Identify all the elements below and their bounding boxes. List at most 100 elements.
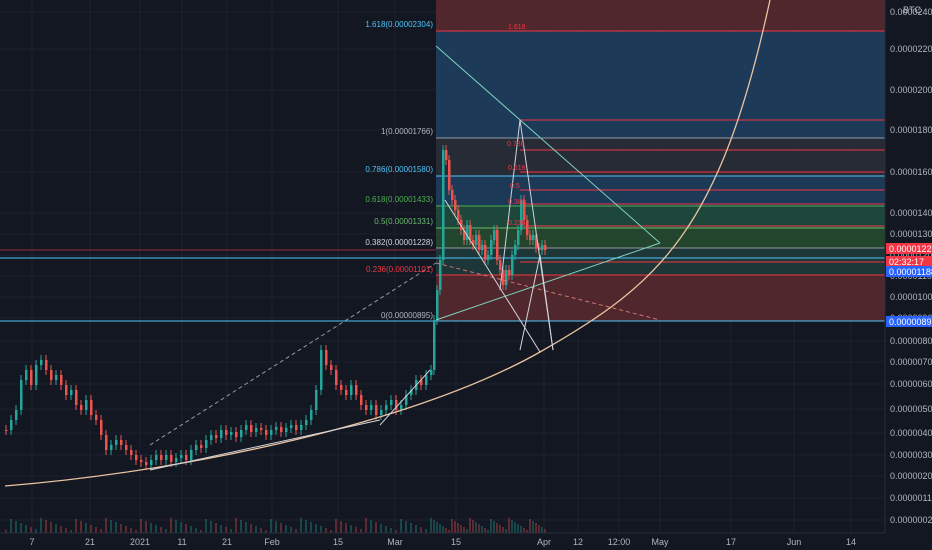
volume-bar	[390, 528, 392, 533]
volume-bar	[115, 522, 117, 533]
candle-body	[436, 290, 439, 320]
price-tag-label: 0.00000898	[889, 317, 932, 327]
volume-bar	[508, 518, 510, 533]
candle-body	[175, 458, 178, 462]
volume-bar	[517, 524, 519, 533]
volume-bar	[5, 530, 7, 533]
volume-bar	[448, 530, 450, 533]
candle-body	[330, 365, 333, 370]
candle-body	[532, 235, 535, 240]
candle-body	[475, 235, 478, 245]
volume-bar	[95, 527, 97, 533]
time-tick-label: 21	[222, 537, 232, 547]
volume-bar	[436, 522, 438, 533]
candle-body	[165, 455, 168, 460]
candle-body	[85, 400, 88, 410]
candle-body	[463, 230, 466, 240]
trend-drawings	[4, 0, 771, 487]
candle-body	[150, 460, 153, 465]
candle-body	[405, 395, 408, 405]
candle-body	[5, 430, 8, 431]
volume-bar	[451, 519, 453, 533]
volume-bar	[300, 518, 302, 533]
time-tick-label: 17	[726, 537, 736, 547]
volume-bar	[60, 526, 62, 533]
candle-body	[410, 390, 413, 395]
candle-body	[90, 400, 93, 415]
volume-bar	[10, 519, 12, 533]
volume-bar	[425, 529, 427, 533]
volume-bar	[140, 519, 142, 533]
candle-body	[120, 440, 123, 445]
candle-body	[310, 410, 313, 420]
volume-bar	[481, 526, 483, 533]
volume-bar	[345, 523, 347, 533]
volume-bar	[511, 520, 513, 533]
candle-body	[315, 390, 318, 410]
candle-body	[160, 455, 163, 460]
candle-body	[170, 455, 173, 462]
time-tick-label: 15	[333, 537, 343, 547]
time-tick-label: 11	[177, 537, 186, 547]
fib-labels-right: 1.618 0.786 0.618 0.5 0.382 0.236	[507, 24, 526, 227]
volume-bar	[195, 528, 197, 533]
candle-body	[380, 410, 383, 415]
time-tick-label: 12	[573, 537, 583, 547]
volume-bar	[85, 523, 87, 533]
volume-bar	[457, 523, 459, 533]
volume-bar	[190, 526, 192, 533]
time-axis[interactable]	[0, 533, 932, 550]
candle-body	[70, 390, 73, 395]
candle-body	[270, 430, 273, 435]
volume-bar	[523, 528, 525, 533]
time-tick-label: Mar	[387, 537, 403, 547]
price-tags: 0.00001221 02:32:170.00001188 0.00000898	[886, 243, 932, 327]
volume-bar	[305, 520, 307, 533]
volume-bar	[220, 525, 222, 533]
candle-body	[469, 225, 472, 240]
fib-extension-label: 0.618	[508, 165, 526, 172]
candle-body	[481, 245, 484, 250]
candle-body	[442, 150, 445, 260]
volume-bar	[520, 526, 522, 533]
price-tag-label: 0.00001188	[889, 267, 932, 277]
volume-bar	[270, 519, 272, 533]
candle-body	[505, 270, 508, 285]
candle-body	[15, 410, 18, 420]
candle-body	[499, 260, 502, 270]
volume-bar	[225, 527, 227, 533]
volume-bar	[125, 526, 127, 533]
volume-bar	[469, 518, 471, 533]
candle-body	[395, 400, 398, 410]
price-tag-box	[886, 256, 932, 267]
candle-body	[529, 235, 532, 240]
candle-body	[100, 420, 103, 435]
volume-bar	[350, 525, 352, 533]
volume-bar	[433, 520, 435, 533]
fib-labels-left: 1.618(0.00002304) 1(0.00001766) 0.786(0.00…	[365, 20, 433, 320]
candle-body	[472, 240, 475, 245]
candle-body	[325, 350, 328, 365]
candle-body	[95, 415, 98, 420]
volume-bar	[400, 519, 402, 533]
fib-extension-label: 0.236	[508, 220, 526, 227]
volume-bar	[315, 524, 317, 533]
time-tick-label: 7	[29, 537, 34, 547]
volume-bar	[375, 522, 377, 533]
price-tick-label: 0.00000020	[890, 515, 932, 525]
volume-bar	[385, 526, 387, 533]
time-tick-label: Jun	[787, 537, 802, 547]
price-tag-label: 02:32:17	[889, 257, 924, 267]
volume-bar	[240, 520, 242, 533]
time-tick-label: 12:00	[608, 537, 631, 547]
volume-bar	[541, 527, 543, 533]
volume-bar	[35, 529, 37, 533]
time-tick-label: 14	[846, 537, 856, 547]
candle-body	[478, 235, 481, 250]
